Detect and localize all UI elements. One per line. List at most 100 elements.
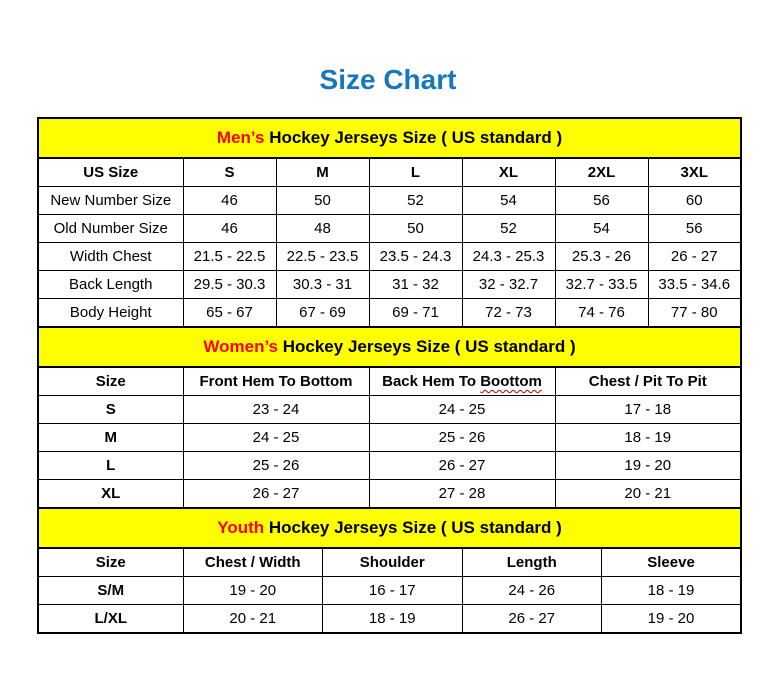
row-label: New Number Size bbox=[37, 186, 184, 215]
row-label: S bbox=[37, 395, 184, 424]
value-cell: 24.3 - 25.3 bbox=[461, 242, 556, 271]
value-cell: 18 - 19 bbox=[554, 423, 742, 452]
mens-row-body-height: Body Height 65 - 67 67 - 69 69 - 71 72 -… bbox=[37, 298, 742, 328]
mens-banner-text: Hockey Jerseys Size ( US standard ) bbox=[264, 128, 563, 147]
value-cell: 52 bbox=[368, 186, 463, 215]
mens-banner-accent: Men’s bbox=[216, 128, 265, 147]
youth-header-chest-width: Chest / Width bbox=[182, 547, 323, 577]
value-cell: 50 bbox=[368, 214, 463, 243]
womens-section-banner: Women’s Hockey Jerseys Size ( US standar… bbox=[37, 326, 742, 368]
value-cell: 19 - 20 bbox=[182, 576, 323, 605]
mens-header-row: US Size S M L XL 2XL 3XL bbox=[37, 157, 742, 187]
value-cell: 46 bbox=[182, 214, 277, 243]
mens-header-m: M bbox=[275, 157, 370, 187]
row-label: Body Height bbox=[37, 298, 184, 328]
womens-header-back-hem: Back Hem To Boottom bbox=[368, 366, 556, 396]
value-cell: 27 - 28 bbox=[368, 479, 556, 509]
mens-row-width-chest: Width Chest 21.5 - 22.5 22.5 - 23.5 23.5… bbox=[37, 242, 742, 271]
value-cell: 26 - 27 bbox=[182, 479, 370, 509]
value-cell: 22.5 - 23.5 bbox=[275, 242, 370, 271]
value-cell: 50 bbox=[275, 186, 370, 215]
value-cell: 24 - 26 bbox=[461, 576, 602, 605]
youth-section-banner-row: Youth Hockey Jerseys Size ( US standard … bbox=[37, 507, 742, 549]
value-cell: 21.5 - 22.5 bbox=[182, 242, 277, 271]
womens-row-s: S 23 - 24 24 - 25 17 - 18 bbox=[37, 395, 742, 424]
womens-header-size: Size bbox=[37, 366, 184, 396]
size-chart-table: Men’s Hockey Jerseys Size ( US standard … bbox=[37, 117, 743, 634]
mens-header-us-size: US Size bbox=[37, 157, 184, 187]
youth-banner-accent: Youth bbox=[217, 518, 265, 537]
page-title: Size Chart bbox=[319, 64, 457, 95]
value-cell: 67 - 69 bbox=[275, 298, 370, 328]
youth-row-lxl: L/XL 20 - 21 18 - 19 26 - 27 19 - 20 bbox=[37, 604, 742, 634]
value-cell: 56 bbox=[554, 186, 649, 215]
value-cell: 26 - 27 bbox=[461, 604, 602, 634]
womens-row-xl: XL 26 - 27 27 - 28 20 - 21 bbox=[37, 479, 742, 509]
youth-row-sm: S/M 19 - 20 16 - 17 24 - 26 18 - 19 bbox=[37, 576, 742, 605]
womens-row-l: L 25 - 26 26 - 27 19 - 20 bbox=[37, 451, 742, 480]
value-cell: 18 - 19 bbox=[322, 604, 463, 634]
value-cell: 31 - 32 bbox=[368, 270, 463, 299]
value-cell: 72 - 73 bbox=[461, 298, 556, 328]
value-cell: 48 bbox=[275, 214, 370, 243]
row-label: Width Chest bbox=[37, 242, 184, 271]
youth-section-banner: Youth Hockey Jerseys Size ( US standard … bbox=[37, 507, 742, 549]
womens-row-m: M 24 - 25 25 - 26 18 - 19 bbox=[37, 423, 742, 452]
row-label: L/XL bbox=[37, 604, 184, 634]
mens-section-banner: Men’s Hockey Jerseys Size ( US standard … bbox=[37, 117, 742, 159]
value-cell: 23 - 24 bbox=[182, 395, 370, 424]
womens-header-front-hem: Front Hem To Bottom bbox=[182, 366, 370, 396]
value-cell: 20 - 21 bbox=[554, 479, 742, 509]
value-cell: 25.3 - 26 bbox=[554, 242, 649, 271]
value-cell: 24 - 25 bbox=[182, 423, 370, 452]
youth-header-shoulder: Shoulder bbox=[322, 547, 463, 577]
value-cell: 26 - 27 bbox=[647, 242, 742, 271]
youth-banner-text: Hockey Jerseys Size ( US standard ) bbox=[264, 518, 562, 537]
row-label: M bbox=[37, 423, 184, 452]
value-cell: 30.3 - 31 bbox=[275, 270, 370, 299]
youth-header-row: Size Chest / Width Shoulder Length Sleev… bbox=[37, 547, 742, 577]
value-cell: 20 - 21 bbox=[182, 604, 323, 634]
value-cell: 65 - 67 bbox=[182, 298, 277, 328]
womens-banner-accent: Women’s bbox=[203, 337, 279, 356]
row-label: L bbox=[37, 451, 184, 480]
back-hem-misspelled-word: Boottom bbox=[480, 373, 542, 390]
value-cell: 60 bbox=[647, 186, 742, 215]
value-cell: 77 - 80 bbox=[647, 298, 742, 328]
mens-header-xl: XL bbox=[461, 157, 556, 187]
value-cell: 52 bbox=[461, 214, 556, 243]
value-cell: 23.5 - 24.3 bbox=[368, 242, 463, 271]
value-cell: 19 - 20 bbox=[554, 451, 742, 480]
value-cell: 17 - 18 bbox=[554, 395, 742, 424]
row-label: Back Length bbox=[37, 270, 184, 299]
value-cell: 46 bbox=[182, 186, 277, 215]
mens-header-l: L bbox=[368, 157, 463, 187]
womens-header-row: Size Front Hem To Bottom Back Hem To Boo… bbox=[37, 366, 742, 396]
value-cell: 69 - 71 bbox=[368, 298, 463, 328]
value-cell: 29.5 - 30.3 bbox=[182, 270, 277, 299]
womens-banner-text: Hockey Jerseys Size ( US standard ) bbox=[278, 337, 576, 356]
back-hem-prefix: Back Hem To bbox=[382, 373, 481, 390]
value-cell: 32 - 32.7 bbox=[461, 270, 556, 299]
mens-header-3xl: 3XL bbox=[647, 157, 742, 187]
mens-header-s: S bbox=[182, 157, 277, 187]
value-cell: 56 bbox=[647, 214, 742, 243]
womens-header-chest-pit: Chest / Pit To Pit bbox=[554, 366, 742, 396]
value-cell: 26 - 27 bbox=[368, 451, 556, 480]
value-cell: 32.7 - 33.5 bbox=[554, 270, 649, 299]
value-cell: 19 - 20 bbox=[601, 604, 742, 634]
row-label: S/M bbox=[37, 576, 184, 605]
row-label: XL bbox=[37, 479, 184, 509]
mens-header-2xl: 2XL bbox=[554, 157, 649, 187]
value-cell: 18 - 19 bbox=[601, 576, 742, 605]
row-label: Old Number Size bbox=[37, 214, 184, 243]
youth-header-size: Size bbox=[37, 547, 184, 577]
mens-row-old-number-size: Old Number Size 46 48 50 52 54 56 bbox=[37, 214, 742, 243]
mens-section-banner-row: Men’s Hockey Jerseys Size ( US standard … bbox=[37, 117, 742, 159]
value-cell: 54 bbox=[461, 186, 556, 215]
value-cell: 33.5 - 34.6 bbox=[647, 270, 742, 299]
value-cell: 25 - 26 bbox=[182, 451, 370, 480]
value-cell: 74 - 76 bbox=[554, 298, 649, 328]
mens-row-back-length: Back Length 29.5 - 30.3 30.3 - 31 31 - 3… bbox=[37, 270, 742, 299]
